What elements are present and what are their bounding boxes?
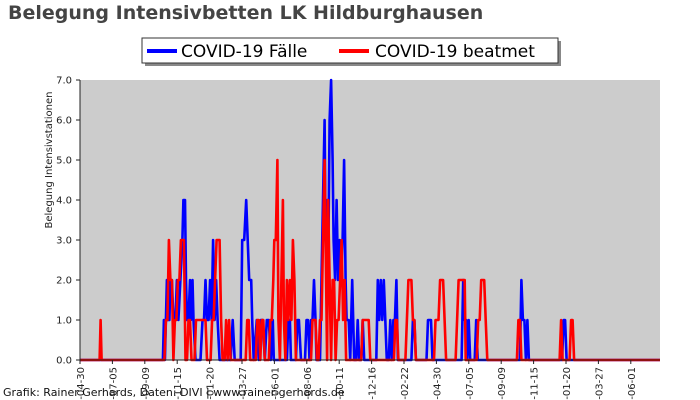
x-tick-label: -11-15	[173, 367, 184, 400]
y-tick-label: 0.0	[56, 356, 72, 367]
legend: COVID-19 Fälle COVID-19 beatmet	[141, 37, 561, 66]
y-tick-label: 3.0	[56, 236, 72, 247]
y-tick-label: 6.0	[56, 116, 72, 127]
x-tick-label: -09-09	[497, 367, 508, 400]
x-tick-label: -01-20	[562, 367, 573, 400]
legend-label-beatmet: COVID-19 beatmet	[375, 42, 535, 62]
x-tick-label: -06-01	[627, 367, 638, 400]
x-tick-label: -07-05	[465, 367, 476, 400]
x-tick-label: -02-22	[400, 367, 411, 400]
footer-credit: Grafik: Rainer Gerhards, Daten: DIVI | w…	[3, 386, 345, 399]
y-tick-label: 2.0	[56, 276, 72, 287]
x-tick-label: -03-27	[238, 367, 249, 400]
x-tick-label: -01-20	[206, 367, 217, 400]
x-tick-label: -12-16	[368, 367, 379, 400]
x-tick-label: -10-11	[335, 367, 346, 400]
x-tick-label: -08-06	[303, 367, 314, 400]
chart-title: Belegung Intensivbetten LK Hildburghause…	[8, 2, 484, 24]
y-tick-label: 4.0	[56, 196, 72, 207]
legend-label-faelle: COVID-19 Fälle	[181, 42, 307, 62]
x-ticks: -04-30 -07-05 -09-09 -11-15 -01-20 -03-27 -06-…	[76, 360, 638, 400]
x-tick-label: -04-30	[432, 367, 443, 400]
y-tick-label: 7.0	[56, 76, 72, 87]
series-line-beatmet	[80, 158, 660, 362]
x-tick-label: -04-30	[76, 367, 87, 400]
x-tick-label: -03-27	[594, 367, 605, 400]
x-tick-label: -09-09	[141, 367, 152, 400]
x-tick-label: -07-05	[108, 367, 119, 400]
y-ticks: 0.0 1.0 2.0 3.0 4.0 5.0 6.0 7.0	[56, 76, 80, 367]
y-tick-label: 1.0	[56, 316, 72, 327]
x-tick-label: -11-15	[530, 367, 541, 400]
x-tick-label: -06-01	[270, 367, 281, 400]
y-axis-label: Belegung Intensivstationen	[44, 91, 55, 228]
y-tick-label: 5.0	[56, 156, 72, 167]
